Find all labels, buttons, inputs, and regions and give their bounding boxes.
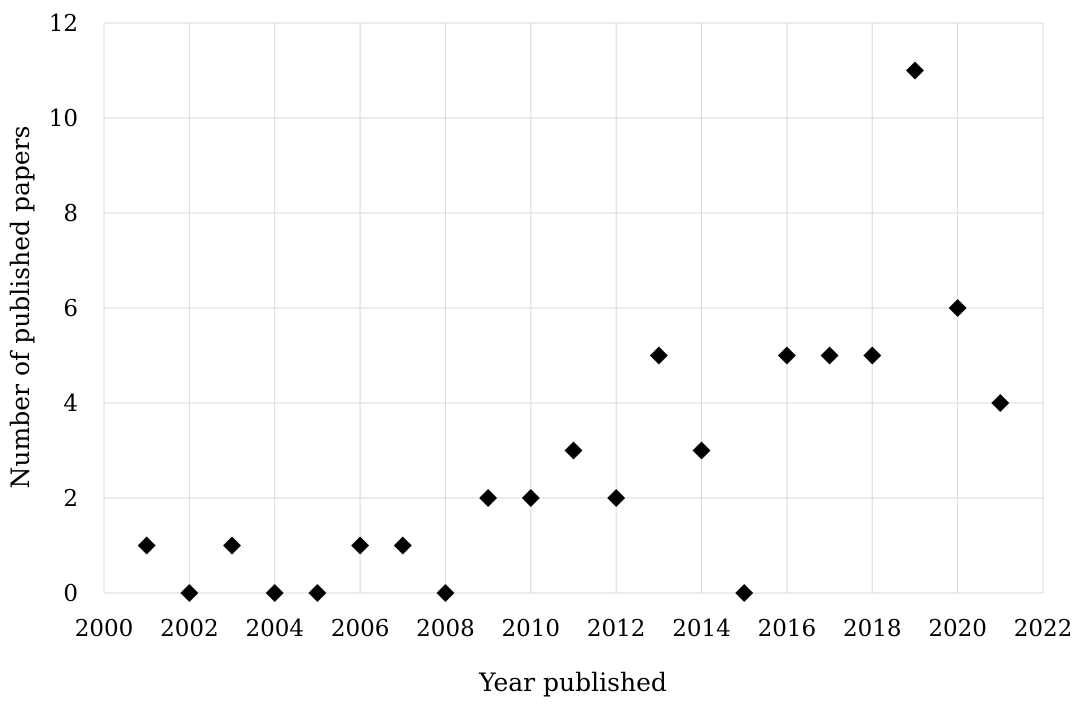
x-tick-label: 2000 (75, 616, 134, 642)
data-points (137, 61, 1010, 602)
data-point (137, 536, 156, 555)
y-tick-label: 0 (63, 581, 78, 607)
data-point (735, 584, 754, 602)
y-tick-labels: 0 2 4 6 8 10 12 (49, 11, 78, 607)
y-tick-label: 4 (63, 391, 78, 417)
data-point (692, 441, 711, 460)
y-tick-label: 12 (49, 11, 78, 37)
data-point (991, 394, 1010, 412)
data-point (948, 299, 967, 317)
data-point (521, 489, 540, 507)
y-tick-label: 6 (63, 296, 78, 322)
x-tick-label: 2022 (1014, 616, 1073, 642)
y-tick-label: 8 (63, 201, 78, 227)
x-tick-label: 2020 (928, 616, 987, 642)
data-point (479, 489, 498, 507)
x-tick-label: 2014 (672, 616, 731, 642)
data-point (351, 536, 370, 555)
x-tick-label: 2012 (587, 616, 646, 642)
data-point (223, 536, 242, 555)
data-point (564, 441, 583, 460)
x-tick-label: 2004 (245, 616, 304, 642)
x-tick-label: 2018 (843, 616, 902, 642)
data-point (649, 346, 668, 365)
x-tick-label: 2010 (502, 616, 561, 642)
data-point (308, 584, 327, 602)
data-point (436, 584, 455, 602)
x-tick-label: 2002 (160, 616, 219, 642)
x-axis-title: Year published (478, 668, 667, 697)
y-tick-label: 10 (49, 106, 78, 132)
data-point (905, 61, 924, 80)
data-point (265, 584, 284, 602)
data-point (777, 346, 796, 365)
data-point (863, 346, 882, 365)
x-tick-label: 2016 (758, 616, 817, 642)
data-point (820, 346, 839, 365)
x-tick-label: 2006 (331, 616, 390, 642)
data-point (180, 584, 199, 602)
y-tick-label: 2 (63, 486, 78, 512)
gridlines (103, 22, 1044, 594)
y-axis-title: Number of published papers (6, 126, 35, 489)
data-point (393, 536, 412, 555)
data-point (607, 489, 626, 507)
x-tick-labels: 2000 2002 2004 2006 2008 2010 2012 2014 2016 2018… (75, 616, 1073, 642)
x-tick-label: 2008 (416, 616, 475, 642)
